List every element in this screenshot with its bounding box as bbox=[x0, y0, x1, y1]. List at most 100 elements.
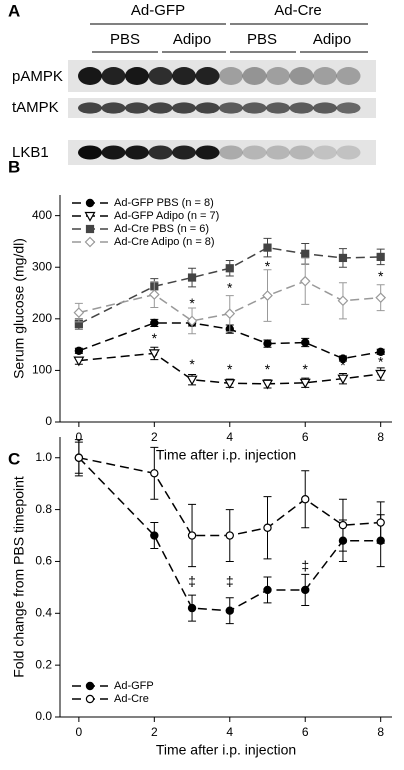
y-tick-label: 0.2 bbox=[35, 657, 52, 671]
blot-band bbox=[242, 102, 267, 114]
y-tick-label: 1.0 bbox=[35, 450, 52, 464]
blot-band bbox=[78, 145, 102, 160]
data-point bbox=[261, 379, 274, 390]
annotation: ‡ bbox=[226, 573, 234, 589]
data-point bbox=[187, 603, 197, 613]
data-point bbox=[301, 495, 310, 504]
annotation: ‡ bbox=[188, 573, 196, 589]
blot-images bbox=[68, 60, 376, 165]
series-line bbox=[78, 457, 381, 537]
data-point bbox=[301, 249, 310, 258]
blot-band bbox=[266, 145, 290, 160]
annotation: * bbox=[152, 330, 158, 346]
blot-band bbox=[125, 145, 149, 160]
data-point bbox=[337, 374, 349, 385]
y-tick-label: 0.6 bbox=[35, 554, 52, 568]
annotation: ‡ bbox=[301, 557, 309, 573]
annotation: * bbox=[227, 280, 233, 296]
data-point bbox=[337, 295, 349, 307]
x-tick-label: 0 bbox=[76, 430, 83, 444]
blot-band bbox=[172, 67, 196, 85]
data-point bbox=[338, 253, 348, 263]
data-point bbox=[262, 290, 273, 301]
data-point bbox=[376, 252, 385, 262]
y-tick-label: 100 bbox=[32, 363, 52, 377]
data-point bbox=[263, 243, 272, 252]
blot-band bbox=[336, 102, 361, 114]
annotation: * bbox=[303, 361, 309, 377]
blot-band bbox=[195, 67, 220, 85]
chart: C 0.0 0.2 0.4 0.6 0.8 1.0 0 2 4 6 8 Time after i.p. … bbox=[8, 437, 392, 758]
y-tick-label: 0.8 bbox=[35, 502, 52, 516]
panel-label: C bbox=[8, 449, 20, 468]
x-tick-label: 6 bbox=[302, 430, 309, 444]
panel-label: A bbox=[8, 1, 20, 20]
panel-label: B bbox=[8, 157, 20, 176]
blot-band bbox=[172, 102, 196, 114]
data-point bbox=[187, 273, 197, 282]
annotation: * bbox=[265, 361, 271, 377]
data-point bbox=[375, 369, 387, 380]
data-point bbox=[338, 354, 348, 363]
row-label: pAMPK bbox=[12, 68, 63, 85]
blot-band bbox=[289, 145, 314, 160]
data-point bbox=[186, 315, 198, 327]
blot-band bbox=[195, 102, 220, 114]
legend-marker bbox=[84, 236, 96, 248]
data-point bbox=[74, 346, 84, 356]
data-point bbox=[225, 264, 234, 273]
data-point bbox=[186, 375, 198, 386]
data-point bbox=[224, 379, 236, 390]
blot-band bbox=[125, 67, 149, 85]
y-tick-label: 400 bbox=[32, 208, 52, 222]
data-point bbox=[263, 585, 272, 595]
legend-label: Ad-GFP Adipo (n = 7) bbox=[114, 210, 219, 222]
row-label: tAMPK bbox=[12, 99, 59, 116]
y-tick-label: 0 bbox=[45, 414, 52, 428]
blot-band bbox=[289, 102, 314, 114]
blot-band bbox=[242, 67, 267, 85]
legend-label: Ad-GFP PBS (n = 8) bbox=[114, 197, 214, 209]
annotation: * bbox=[378, 353, 384, 369]
blot-band bbox=[289, 67, 314, 85]
treatment-label: PBS bbox=[247, 31, 277, 48]
blot-band bbox=[219, 102, 243, 114]
legend-marker bbox=[85, 224, 95, 234]
legend-marker bbox=[85, 198, 95, 208]
y-tick-label: 200 bbox=[32, 311, 52, 325]
blot-band bbox=[148, 145, 173, 160]
blot-band bbox=[313, 145, 337, 160]
blot-band bbox=[242, 145, 267, 160]
y-tick-label: 0.0 bbox=[35, 709, 52, 723]
data-point bbox=[225, 531, 234, 540]
blot-band bbox=[148, 102, 173, 114]
legend-marker bbox=[85, 694, 95, 704]
x-tick-label: 4 bbox=[226, 430, 233, 444]
data-point bbox=[263, 523, 272, 532]
x-tick-label: 8 bbox=[377, 430, 384, 444]
x-tick-label: 2 bbox=[151, 725, 158, 739]
data-point bbox=[73, 307, 85, 318]
x-tick-label: 6 bbox=[302, 725, 309, 739]
y-tick-label: 300 bbox=[32, 259, 52, 273]
legend-marker bbox=[85, 681, 95, 691]
data-point bbox=[263, 339, 272, 348]
data-point bbox=[299, 378, 311, 389]
annotation: * bbox=[189, 356, 195, 372]
data-point bbox=[224, 308, 236, 320]
data-point bbox=[376, 347, 385, 357]
x-axis-label: Time after i.p. injection bbox=[156, 742, 296, 758]
series-line bbox=[78, 280, 381, 322]
blot-band bbox=[219, 145, 243, 160]
blot-band bbox=[78, 67, 102, 85]
series-line bbox=[78, 322, 381, 360]
y-axis-label: Fold change from PBS timepoint bbox=[11, 476, 27, 678]
blot-band bbox=[125, 102, 149, 114]
blot-band bbox=[219, 67, 243, 85]
data-point bbox=[225, 606, 234, 615]
data-point bbox=[74, 453, 84, 462]
blot-band bbox=[172, 145, 196, 160]
x-tick-label: 4 bbox=[226, 725, 233, 739]
